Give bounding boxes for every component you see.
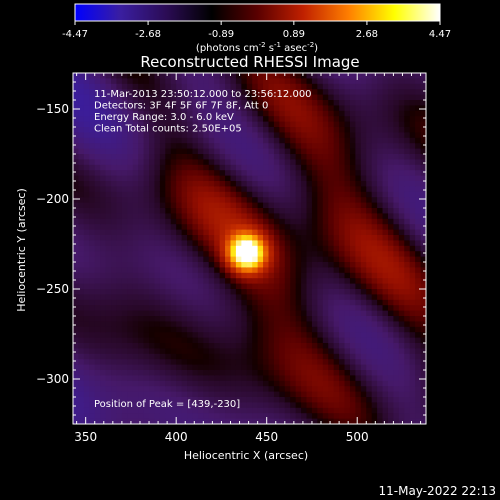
annotation-block: 11-Mar-2013 23:50:12.000 to 23:56:12.000… [94,89,312,135]
annotation-line: Energy Range: 3.0 - 6.0 keV [94,112,234,123]
x-tick-label: 450 [255,430,278,444]
colorbar [74,3,441,22]
colorbar-tick-label: -2.68 [135,29,161,40]
colorbar-tick-label: 2.68 [356,29,378,40]
annotation-line: Clean Total counts: 2.50E+05 [94,124,242,135]
colorbar-tick-label: 0.89 [283,29,305,40]
y-tick-label: −150 [36,102,69,116]
y-tick-label: −300 [36,372,69,386]
colorbar-tick-label: -4.47 [62,29,88,40]
colorbar-units-label: (photons cm-2 s-1 asec-2) [196,41,318,54]
annotation-line: 11-Mar-2013 23:50:12.000 to 23:56:12.000 [94,89,312,100]
annotation-line: Detectors: 3F 4F 5F 6F 7F 8F, Att 0 [94,101,268,112]
peak-position-label: Position of Peak = [439,-230] [94,399,240,410]
y-tick-label: −200 [36,192,69,206]
heatmap-image [73,73,426,424]
y-tick-label: −250 [36,282,69,296]
colorbar-ticks: -4.47 -2.68 -0.89 0.89 2.68 4.47 [62,21,451,40]
footer-timestamp: 11-May-2022 22:13 [379,484,496,498]
x-tick-label: 350 [74,430,97,444]
chart-title: Reconstructed RHESSI Image [140,53,359,71]
x-tick-label: 500 [346,430,369,444]
y-axis-label: Heliocentric Y (arcsec) [15,188,28,312]
x-tick-label: 400 [165,430,188,444]
x-axis-label: Heliocentric X (arcsec) [184,449,308,462]
plot-frame [72,72,427,425]
axis-ticks: 350 400 450 500 −150 −200 −250 −300 [36,72,426,444]
colorbar-tick-label: -0.89 [208,29,234,40]
colorbar-tick-label: 4.47 [429,29,451,40]
